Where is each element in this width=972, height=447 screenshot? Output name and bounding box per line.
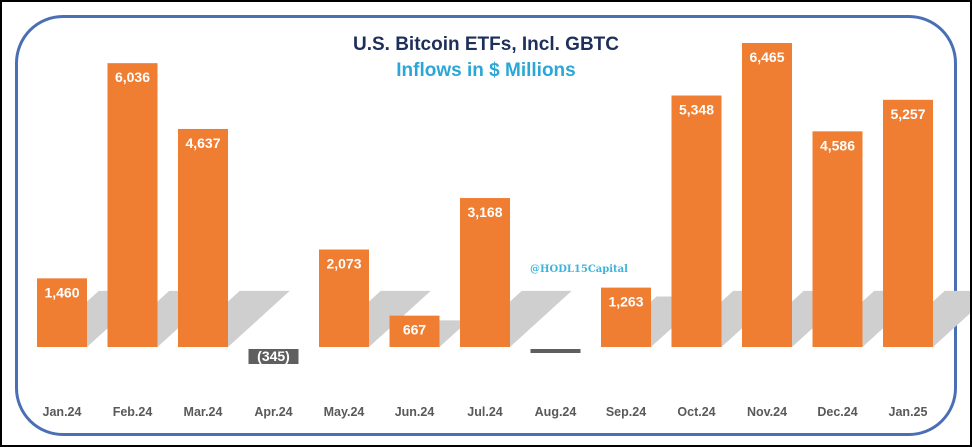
data-label: 667 — [403, 322, 427, 338]
bars — [37, 43, 933, 364]
x-tick-label: Jul.24 — [467, 405, 502, 419]
bar-Jul.24 — [460, 198, 510, 347]
data-label: 1,263 — [608, 294, 643, 310]
x-tick-label: Sep.24 — [606, 405, 646, 419]
chart-title: U.S. Bitcoin ETFs, Incl. GBTC — [352, 34, 620, 55]
bar-Dec.24 — [812, 131, 863, 347]
bar-Apr.24 — [248, 349, 299, 364]
watermark: @HODL15Capital — [530, 264, 628, 275]
x-tick-label: May.24 — [324, 405, 365, 419]
chart-frame — [15, 15, 957, 436]
data-label: 4,637 — [185, 135, 220, 151]
bar-Jan.25 — [883, 99, 933, 347]
x-tick-label: Oct.24 — [677, 405, 715, 419]
x-axis-ticks: Jan.24 Feb.24 Mar.24 Apr.24 May.24 Jun.24 Jul.… — [43, 405, 928, 419]
chart-subtitle: Inflows in $ Millions — [396, 60, 576, 81]
x-tick-label: Dec.24 — [817, 405, 857, 419]
bar-Aug.24 — [530, 349, 581, 353]
bar-Nov.24 — [742, 43, 792, 347]
x-tick-label: Jan.24 — [43, 405, 82, 419]
bar-Jan.24 — [37, 278, 87, 347]
bar-Jun.24 — [389, 315, 440, 347]
data-label: 4,586 — [820, 137, 855, 153]
bar-Sep.24 — [601, 287, 651, 347]
data-label: 2,073 — [326, 256, 361, 272]
bar-Feb.24 — [107, 63, 158, 348]
x-tick-label: Jun.24 — [395, 405, 435, 419]
data-label: 1,460 — [44, 284, 79, 300]
bar-Oct.24 — [671, 95, 722, 348]
data-labels: 1,460 6,036 4,637 (345) 2,073 667 3,168 1,263 5,… — [44, 49, 925, 364]
data-label: (345) — [257, 348, 290, 364]
x-tick-label: Aug.24 — [535, 405, 577, 419]
bar-May.24 — [319, 249, 369, 347]
data-label: 6,465 — [749, 49, 784, 65]
data-label: 5,257 — [890, 106, 925, 122]
x-tick-label: Feb.24 — [113, 405, 153, 419]
bar-Mar.24 — [178, 128, 228, 347]
data-label: 3,168 — [467, 204, 502, 220]
x-tick-label: Apr.24 — [254, 405, 292, 419]
data-label: 6,036 — [115, 69, 150, 85]
x-tick-label: Mar.24 — [184, 405, 223, 419]
x-tick-label: Nov.24 — [747, 405, 787, 419]
x-tick-label: Jan.25 — [889, 405, 928, 419]
data-label: 5,348 — [679, 102, 714, 118]
